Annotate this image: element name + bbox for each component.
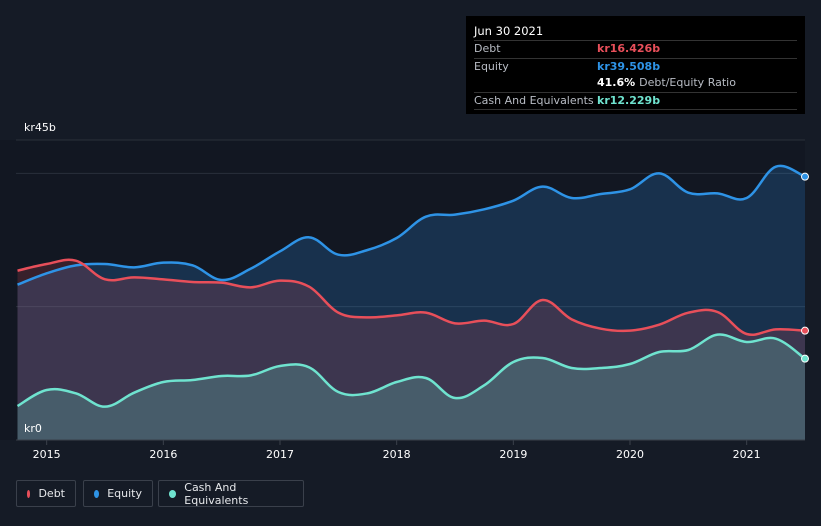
x-tick-label: 2015 bbox=[33, 448, 61, 461]
series-end-markers bbox=[801, 172, 809, 363]
tooltip-ratio-label: Debt/Equity Ratio bbox=[639, 76, 736, 89]
tooltip-debt-value: kr16.426b bbox=[597, 42, 661, 55]
x-axis: 2015 2016 2017 2018 2019 2020 2021 bbox=[16, 439, 805, 461]
legend-label-debt: Debt bbox=[38, 487, 65, 500]
x-tick-label: 2019 bbox=[499, 448, 527, 461]
equity-line bbox=[17, 164, 806, 286]
tooltip-equity-label: Equity bbox=[474, 59, 509, 73]
x-tick-label: 2020 bbox=[616, 448, 644, 461]
cash-and-equivalents-end-marker bbox=[801, 354, 809, 363]
y-tick-label-bottom: kr0 bbox=[24, 422, 42, 435]
debt-area bbox=[17, 259, 805, 440]
cash-and-equivalents-line bbox=[16, 333, 806, 408]
legend-item-debt[interactable]: Debt bbox=[16, 480, 76, 507]
tooltip-equity-row: Equity kr39.508b bbox=[474, 59, 797, 76]
tooltip-debt-label: Debt bbox=[474, 42, 501, 55]
equity-end-marker bbox=[801, 172, 809, 181]
tooltip-cash-row: Cash And Equivalents kr12.229b bbox=[474, 93, 797, 110]
x-tick-label: 2021 bbox=[733, 448, 761, 461]
tooltip-cash-label: Cash And Equivalents bbox=[474, 93, 594, 107]
x-tick-label: 2017 bbox=[266, 448, 294, 461]
tooltip-date: Jun 30 2021 bbox=[474, 22, 797, 41]
series-lines bbox=[16, 164, 806, 408]
data-tooltip: Jun 30 2021 Debt kr16.426b Equity kr39.5… bbox=[466, 16, 805, 114]
legend-label-cash: Cash And Equivalents bbox=[184, 480, 249, 507]
series-areas bbox=[17, 165, 805, 440]
cash-and-equivalents-area bbox=[17, 334, 805, 440]
legend-label-equity: Equity bbox=[107, 487, 142, 500]
x-tick-label: 2018 bbox=[383, 448, 411, 461]
debt-end-marker bbox=[801, 326, 809, 335]
tooltip-ratio-row: 41.6% Debt/Equity Ratio bbox=[474, 75, 797, 93]
equity-area bbox=[17, 165, 805, 440]
debt-line bbox=[17, 258, 806, 336]
legend-dot-equity bbox=[94, 489, 100, 498]
tooltip-cash-value: kr12.229b bbox=[597, 93, 661, 107]
legend-item-equity[interactable]: Equity bbox=[83, 480, 153, 507]
legend-item-cash[interactable]: Cash And Equivalents bbox=[158, 480, 304, 507]
legend-dot-debt bbox=[27, 489, 31, 498]
legend-dot-cash bbox=[169, 489, 177, 498]
x-tick-label: 2016 bbox=[149, 448, 177, 461]
tooltip-ratio-value: 41.6% bbox=[597, 76, 636, 89]
plot-background bbox=[0, 140, 805, 440]
tooltip-debt-row: Debt kr16.426b bbox=[474, 41, 797, 59]
tooltip-equity-value: kr39.508b bbox=[597, 59, 661, 73]
y-tick-label-top: kr45b bbox=[24, 121, 56, 134]
